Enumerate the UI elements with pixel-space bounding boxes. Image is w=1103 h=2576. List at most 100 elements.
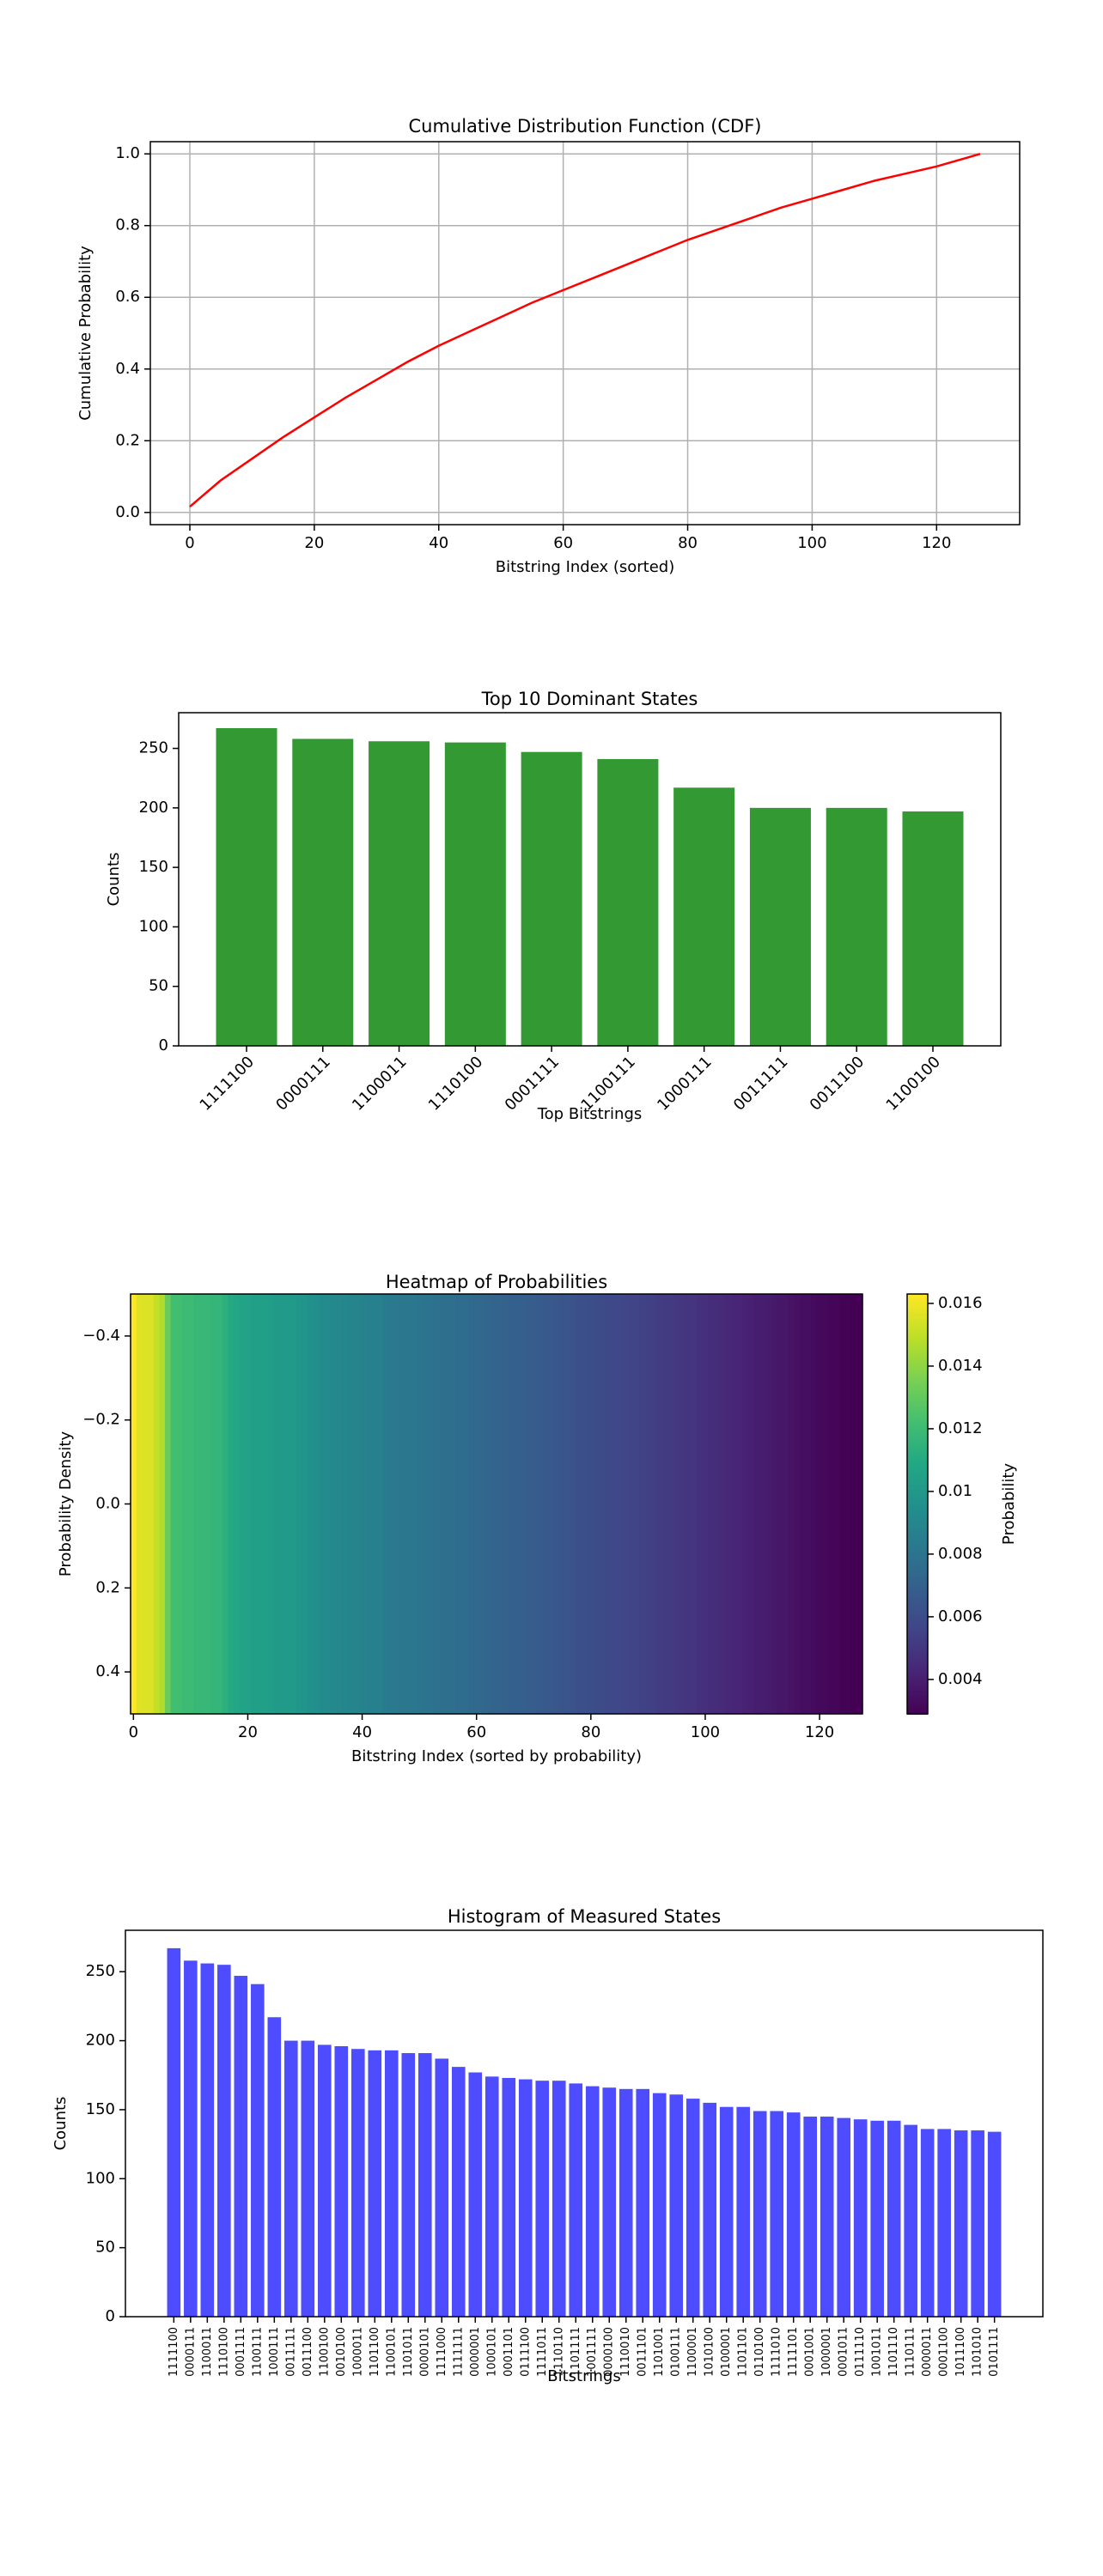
colorbar-segment: [907, 1547, 928, 1552]
x-tick-label: 1101110: [887, 2327, 900, 2377]
colorbar-segment: [907, 1441, 928, 1444]
x-tick-label: 0000100: [603, 2327, 616, 2377]
bar: [786, 2112, 801, 2317]
colorbar-segment: [907, 1405, 928, 1408]
x-tick-label: 1000001: [820, 2327, 833, 2377]
colorbar-tick-label: 0.006: [938, 1607, 983, 1625]
heat-cell: [525, 1294, 532, 1714]
colorbar-segment: [907, 1566, 928, 1571]
colorbar-segment: [907, 1302, 928, 1306]
x-tick-label: 0100111: [670, 2327, 683, 2377]
x-tick-label: 0001101: [503, 2327, 515, 2377]
y-tick-label: 0.2: [115, 431, 140, 449]
bar: [417, 2053, 432, 2317]
colorbar-segment: [907, 1498, 928, 1501]
colorbar-segment: [907, 1589, 928, 1593]
y-tick-label: 0: [106, 2307, 115, 2325]
colorbar-segment: [907, 1460, 928, 1463]
colorbar-segment: [907, 1522, 928, 1526]
heat-cell: [353, 1294, 360, 1714]
x-tick-label: 1101010: [972, 2327, 984, 2377]
heat-cell: [542, 1294, 549, 1714]
heat-cell: [702, 1294, 709, 1714]
colorbar-segment: [907, 1472, 928, 1476]
heat-cell: [736, 1294, 743, 1714]
heat-cell: [296, 1294, 303, 1714]
colorbar-segment: [907, 1455, 928, 1459]
colorbar-segment: [907, 1512, 928, 1516]
heat-cell: [564, 1294, 572, 1714]
bar: [652, 2093, 667, 2317]
colorbar-segment: [907, 1376, 928, 1379]
chart-title: Heatmap of Probabilities: [386, 1272, 607, 1292]
bar: [826, 807, 887, 1046]
heat-cell: [170, 1294, 177, 1714]
heat-cell: [719, 1294, 726, 1714]
bar: [753, 2111, 767, 2317]
colorbar-segment: [907, 1316, 928, 1321]
x-tick-label: 0011101: [637, 2327, 649, 2377]
heat-cell: [771, 1294, 777, 1714]
heat-cell: [290, 1294, 297, 1714]
colorbar-segment: [907, 1581, 928, 1585]
colorbar-segment: [907, 1325, 928, 1328]
colorbar-segment: [907, 1495, 928, 1498]
colorbar-segment: [907, 1650, 928, 1654]
heat-cell: [794, 1294, 801, 1714]
y-axis-label: Counts: [52, 2097, 70, 2151]
bar: [292, 738, 354, 1046]
colorbar-segment: [907, 1358, 928, 1363]
colorbar-segment: [907, 1438, 928, 1442]
colorbar-segment: [907, 1467, 928, 1472]
x-tick-label: 0010100: [335, 2327, 348, 2377]
x-tick-label: 1000111: [654, 1053, 716, 1115]
bar: [887, 2120, 901, 2317]
colorbar-segment: [907, 1424, 928, 1427]
bar: [284, 2040, 298, 2317]
colorbar-segment: [907, 1691, 928, 1694]
heat-cell: [605, 1294, 612, 1714]
heat-cell: [439, 1294, 446, 1714]
colorbar-segment: [907, 1491, 928, 1495]
bar: [971, 2130, 984, 2317]
colorbar-segment: [907, 1611, 928, 1614]
heat-cell: [513, 1294, 521, 1714]
colorbar-segment: [907, 1342, 928, 1346]
heat-cell: [685, 1294, 692, 1714]
x-tick-label: 0011111: [284, 2327, 297, 2377]
y-tick-label: 1.0: [115, 144, 140, 162]
y-tick-label: 250: [86, 1962, 115, 1980]
y-tick-label: 0.0: [115, 503, 140, 521]
x-tick-label: 1001011: [871, 2327, 884, 2377]
heat-cell: [308, 1294, 314, 1714]
colorbar-segment: [907, 1430, 928, 1434]
colorbar-segment: [907, 1707, 928, 1710]
bar: [318, 2044, 332, 2317]
heat-cell: [405, 1294, 411, 1714]
colorbar-segment: [907, 1415, 928, 1419]
heat-cell: [747, 1294, 755, 1714]
colorbar-segment: [907, 1598, 928, 1601]
axes-frame: [149, 141, 1021, 526]
x-tick-label: 1100100: [318, 2327, 331, 2377]
x-tick-label: 0000011: [921, 2327, 934, 2377]
colorbar-segment: [907, 1396, 928, 1400]
colorbar-segment: [907, 1499, 928, 1503]
colorbar-segment: [907, 1321, 928, 1325]
colorbar-segment: [907, 1399, 928, 1402]
heat-cell: [730, 1294, 738, 1714]
colorbar-segment: [907, 1688, 928, 1692]
bar: [552, 2081, 566, 2317]
colorbar-segment: [907, 1493, 928, 1497]
heat-cell: [342, 1294, 349, 1714]
bar: [200, 1963, 215, 2317]
colorbar-segment: [907, 1556, 928, 1559]
x-tick-label: 0011100: [807, 1053, 868, 1115]
colorbar-segment: [907, 1470, 928, 1473]
x-tick-label: 0: [185, 534, 194, 552]
colorbar-segment: [907, 1315, 928, 1318]
colorbar-segment: [907, 1527, 928, 1530]
x-tick-label: 0: [129, 1723, 138, 1741]
x-tick-label: 1111100: [197, 1053, 259, 1115]
heat-cell: [816, 1294, 824, 1714]
